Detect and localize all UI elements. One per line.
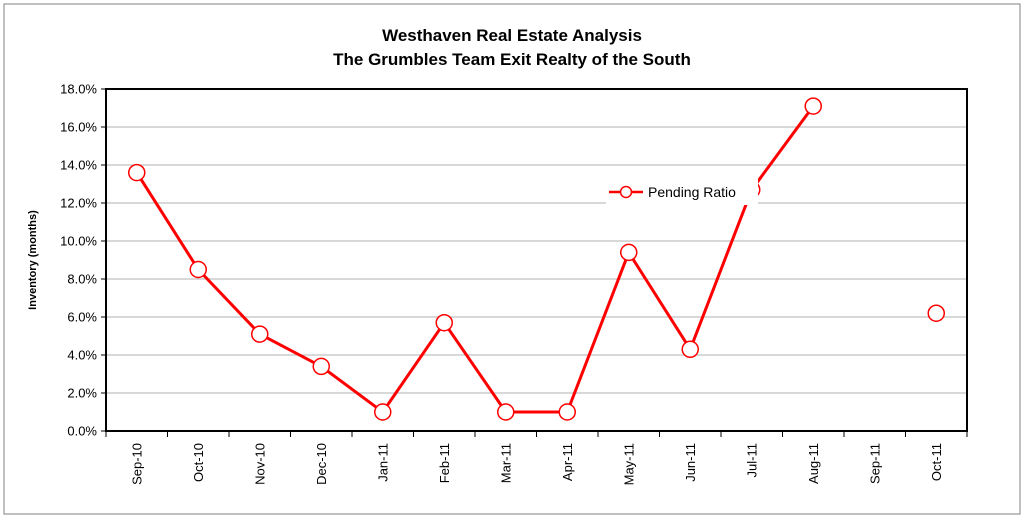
y-tick-label: 16.0% — [60, 120, 97, 135]
x-tick-label: Oct-11 — [929, 443, 944, 481]
y-tick-label: 8.0% — [67, 272, 97, 287]
data-point — [435, 313, 453, 332]
data-point — [620, 243, 638, 262]
chart-frame — [3, 3, 1021, 515]
x-tick-label: Jul-11 — [744, 443, 759, 477]
x-tick-label: Sep-11 — [867, 443, 882, 484]
data-point — [251, 325, 269, 343]
series-group — [128, 97, 945, 421]
data-point — [497, 403, 515, 421]
x-tick-label: Jan-11 — [375, 443, 390, 482]
data-point — [927, 304, 945, 322]
y-axis-label: Inventory (months) — [27, 210, 39, 310]
data-point — [558, 403, 576, 421]
y-tick-labels: 0.0% 2.0% 4.0% 6.0% 8.0% 10.0% 12.0% 14.0% 16.0%… — [60, 82, 97, 439]
data-point — [128, 163, 146, 182]
data-point — [374, 403, 392, 421]
y-tick-label: 2.0% — [67, 386, 97, 401]
y-tick-label: 14.0% — [60, 158, 97, 173]
gridlines — [101, 88, 968, 437]
y-tick-label: 10.0% — [60, 234, 97, 249]
data-point — [804, 97, 822, 115]
series-line — [135, 105, 815, 414]
chart-title: Westhaven Real Estate Analysis — [382, 26, 642, 45]
data-point — [189, 260, 207, 279]
x-tick-label: Dec-10 — [314, 443, 329, 485]
x-tick-label: Apr-11 — [560, 443, 575, 481]
x-tick-label: Mar-11 — [498, 443, 513, 483]
data-point — [681, 340, 699, 359]
legend-marker — [619, 185, 633, 199]
x-tick-label: Feb-11 — [437, 443, 452, 483]
y-tick-label: 18.0% — [60, 82, 97, 97]
x-tick-label: Sep-10 — [129, 443, 144, 485]
x-tick-label: May-11 — [621, 443, 636, 485]
chart-subtitle: The Grumbles Team Exit Realty of the Sou… — [333, 50, 691, 69]
legend-label: Pending Ratio — [648, 184, 736, 200]
x-tick-label: Jun-11 — [683, 443, 698, 482]
y-tick-label: 4.0% — [67, 348, 97, 363]
x-tick-label: Oct-10 — [191, 443, 206, 482]
y-tick-label: 6.0% — [67, 310, 97, 325]
x-tick-labels: Sep-10 Oct-10 Nov-10 Dec-10 Jan-11 Feb-11 Mar-… — [129, 443, 944, 485]
y-tick-label: 12.0% — [60, 196, 97, 211]
plot-area — [105, 88, 968, 432]
data-point — [312, 357, 330, 376]
x-tick-label: Aug-11 — [806, 443, 821, 484]
y-tick-label: 0.0% — [67, 424, 97, 439]
legend: Pending Ratio — [606, 179, 758, 205]
x-tick-label: Nov-10 — [252, 443, 267, 485]
